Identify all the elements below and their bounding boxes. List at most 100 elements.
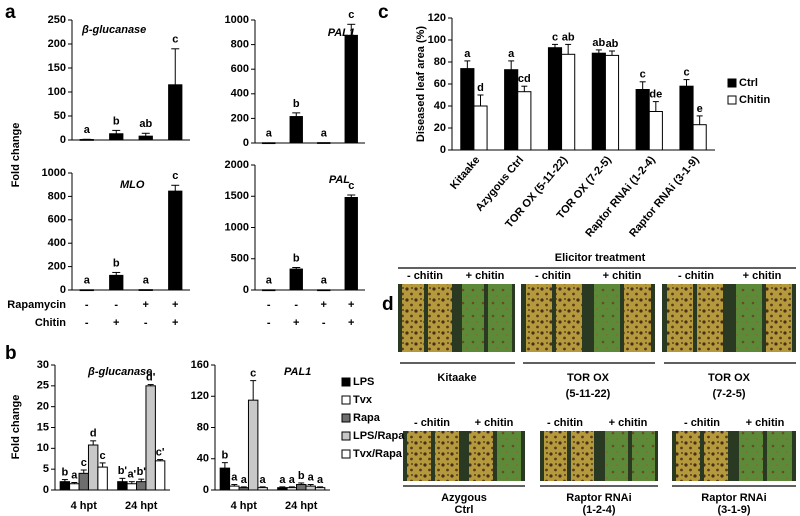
bar [635, 89, 650, 151]
error-bar [119, 477, 126, 482]
leaf [676, 431, 700, 481]
bar [109, 274, 124, 291]
significance-letter: a [508, 48, 515, 60]
x-tick-label: 4 hpt [231, 500, 258, 512]
legend-label: LPS/Rapa [353, 430, 405, 442]
bar [473, 105, 488, 151]
bar [59, 481, 71, 491]
error-bar [317, 486, 324, 488]
treatment-sign: - [294, 299, 298, 311]
y-tick-label: 20 [37, 401, 49, 413]
bar [517, 91, 532, 151]
legend-label: Rapa [353, 412, 381, 424]
y-tick-label: 100 [428, 34, 446, 46]
y-tick-label: 500 [231, 253, 249, 265]
line-label: TOR OX [708, 372, 751, 384]
significance-letter: d [90, 428, 97, 440]
leaf [462, 284, 484, 352]
leaf [571, 431, 594, 481]
significance-letter: c [640, 69, 646, 81]
bar [317, 289, 331, 292]
significance-letter: a [266, 275, 273, 287]
panel-label: d [382, 294, 394, 315]
line-label: Ctrl [455, 504, 474, 516]
bar [296, 484, 307, 491]
error-bar [696, 115, 703, 125]
treatment-sign: - [85, 299, 89, 311]
bar [126, 483, 138, 491]
error-bar [595, 49, 602, 54]
y-tick-label: 200 [231, 112, 249, 124]
significance-letter: d' [146, 371, 156, 383]
bar [109, 133, 124, 141]
y-tick-label: 0 [243, 137, 249, 149]
leaf [704, 431, 728, 481]
significance-letter: a [84, 124, 91, 136]
y-tick-label: 25 [37, 380, 49, 392]
error-bar [138, 478, 145, 482]
significance-letter: c [552, 31, 558, 43]
line-label: Raptor RNAi [566, 492, 631, 504]
treatment: + chitin [475, 417, 514, 429]
error-bar [683, 79, 690, 87]
y-tick-label: 30 [37, 359, 49, 371]
significance-letter: ab [606, 38, 619, 50]
legend-label: Tvx/Rapa [353, 448, 403, 460]
significance-letter: ab [139, 118, 152, 130]
y-tick-label: 80 [434, 56, 446, 68]
bar [679, 85, 694, 151]
photo [540, 431, 658, 481]
error-bar [288, 486, 295, 488]
treatment-sign: + [348, 299, 354, 311]
bar [229, 485, 240, 491]
treatment: + chitin [466, 270, 505, 282]
error-bar [307, 484, 314, 487]
y-tick-label: 600 [231, 63, 249, 75]
bar [87, 444, 99, 491]
y-tick-label: 10 [37, 442, 49, 454]
bar [547, 47, 563, 151]
leaf [469, 431, 493, 481]
significance-letter: a [321, 275, 328, 287]
error-bar [477, 94, 484, 106]
bar [238, 487, 249, 491]
treatment-sign: + [348, 317, 354, 329]
chart-title: PAL1 [284, 366, 311, 378]
significance-letter: c [348, 180, 354, 192]
y-tick-label: 1000 [225, 221, 249, 233]
significance-letter: b' [137, 466, 147, 478]
bar [247, 399, 259, 491]
error-bar [128, 481, 135, 484]
bar [604, 54, 620, 151]
line-label: Azygous [441, 492, 487, 504]
row-label: Rapamycin [7, 299, 66, 311]
y-axis-label: Fold change [10, 123, 22, 188]
bar [145, 385, 156, 491]
chart-title: β-glucanase [87, 366, 152, 378]
y-tick-label: 40 [434, 100, 446, 112]
bar [460, 68, 475, 151]
significance-letter: a [231, 471, 238, 483]
significance-letter: c [683, 67, 689, 79]
y-tick-label: 50 [54, 110, 66, 122]
significance-letter: a [279, 474, 286, 486]
x-tick-label: 24 hpt [125, 500, 158, 512]
y-tick-label: 800 [48, 190, 66, 202]
treatment: - chitin [547, 417, 583, 429]
y-tick-label: 100 [48, 86, 66, 98]
error-bar [141, 132, 150, 137]
leaf [766, 284, 792, 352]
error-bar [298, 482, 305, 485]
bar [692, 124, 707, 151]
bar [168, 190, 183, 291]
bar [561, 53, 576, 151]
treatment-sign: - [267, 317, 271, 329]
significance-letter: d [477, 82, 484, 94]
error-bar [250, 380, 257, 401]
error-bar [71, 482, 78, 484]
legend-swatch [341, 395, 351, 405]
treatment-sign: + [143, 299, 149, 311]
treatment: + chitin [603, 270, 642, 282]
bar [289, 268, 303, 291]
y-tick-label: 1500 [225, 190, 249, 202]
